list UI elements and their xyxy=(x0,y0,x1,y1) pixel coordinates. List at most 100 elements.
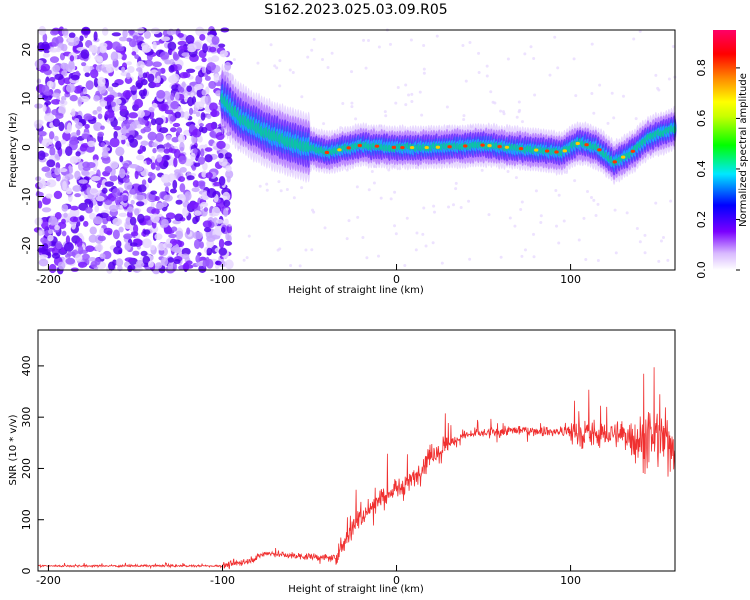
noise-blob xyxy=(155,132,164,143)
noise-blob xyxy=(77,261,88,268)
noise-blob xyxy=(193,239,201,250)
noise-blob xyxy=(195,26,205,37)
noise-blob xyxy=(173,169,182,174)
noise-speck xyxy=(292,196,296,200)
snr-y-ticks: 0 100 200 300 400 xyxy=(20,355,44,575)
noise-speck xyxy=(356,215,360,219)
noise-blob xyxy=(215,132,225,141)
noise-blob xyxy=(165,212,176,220)
y-tick-label: -10 xyxy=(20,188,33,206)
noise-blob xyxy=(55,140,62,151)
noise-blob xyxy=(122,29,128,38)
noise-blob xyxy=(202,220,212,229)
noise-speck xyxy=(480,168,484,172)
noise-blob xyxy=(190,152,196,161)
noise-speck xyxy=(326,65,330,69)
noise-blob xyxy=(218,152,224,159)
noise-blob xyxy=(63,242,74,252)
noise-speck xyxy=(278,59,282,63)
noise-blob xyxy=(202,259,207,268)
noise-blob xyxy=(209,46,217,53)
noise-blob xyxy=(47,234,54,242)
noise-speck xyxy=(323,226,327,230)
noise-blob xyxy=(183,110,190,120)
noise-speck xyxy=(247,234,251,238)
noise-blob xyxy=(137,213,145,224)
noise-speck xyxy=(572,57,576,61)
x-tick-label: 100 xyxy=(560,273,581,286)
noise-blob xyxy=(224,240,233,246)
noise-blob xyxy=(197,156,206,165)
noise-blob xyxy=(66,251,76,256)
noise-blob xyxy=(41,166,51,173)
noise-blob xyxy=(224,218,229,226)
noise-blob xyxy=(127,265,133,273)
noise-blob xyxy=(81,62,87,67)
noise-blob xyxy=(140,140,149,146)
ridge-peak xyxy=(630,149,636,153)
noise-blob xyxy=(135,194,146,201)
noise-speck xyxy=(377,45,381,49)
noise-blob xyxy=(204,227,212,233)
noise-blob xyxy=(123,233,133,240)
noise-blob xyxy=(211,55,220,63)
noise-blob xyxy=(162,160,169,168)
noise-blob xyxy=(101,157,111,164)
noise-blob xyxy=(220,226,226,233)
noise-blob xyxy=(37,150,46,161)
colorbar-tick-label: 0.8 xyxy=(695,59,708,77)
noise-blob xyxy=(202,43,208,54)
noise-blob xyxy=(57,221,67,230)
noise-blob xyxy=(226,224,233,234)
noise-blob xyxy=(81,170,90,177)
noise-speck xyxy=(539,221,543,225)
noise-speck xyxy=(350,101,354,105)
noise-blob xyxy=(34,217,43,226)
ridge-peak xyxy=(400,145,405,150)
noise-blob xyxy=(37,230,43,237)
noise-blob xyxy=(206,235,216,242)
noise-blob xyxy=(163,226,173,235)
noise-speck xyxy=(520,200,524,204)
ridge-peak xyxy=(480,143,485,147)
ridge-peak xyxy=(447,145,452,149)
noise-speck xyxy=(265,182,269,186)
noise-blob xyxy=(69,155,79,165)
noise-blob xyxy=(201,89,207,96)
noise-blob xyxy=(98,212,109,218)
noise-blob xyxy=(181,253,190,260)
noise-blob xyxy=(167,173,177,183)
colorbar-label: Normalized spectral amplitude xyxy=(738,73,749,227)
noise-blob xyxy=(111,188,121,198)
noise-blob xyxy=(131,51,137,56)
noise-speck xyxy=(638,29,642,33)
noise-speck xyxy=(383,110,387,114)
noise-speck xyxy=(553,35,557,39)
noise-blob xyxy=(130,121,137,131)
ridge-peak xyxy=(504,145,510,149)
noise-speck xyxy=(409,38,413,42)
noise-speck xyxy=(598,83,602,87)
noise-blob xyxy=(89,226,97,235)
noise-speck xyxy=(269,43,273,47)
noise-blob xyxy=(136,201,145,207)
noise-speck xyxy=(638,240,642,244)
noise-blob xyxy=(97,76,106,87)
noise-speck xyxy=(596,259,600,263)
noise-blob xyxy=(126,206,134,213)
noise-blob xyxy=(48,216,58,226)
noise-blob xyxy=(58,105,67,115)
noise-blob xyxy=(137,110,145,118)
noise-blob xyxy=(70,74,80,81)
noise-blob xyxy=(208,80,217,89)
ridge-peak xyxy=(409,145,415,150)
noise-blob xyxy=(203,207,209,212)
noise-blob xyxy=(75,151,81,157)
noise-blob xyxy=(141,179,147,186)
noise-blob xyxy=(124,76,133,84)
noise-blob xyxy=(81,133,90,140)
noise-blob xyxy=(68,60,75,70)
noise-blob xyxy=(158,103,167,112)
noise-blob xyxy=(179,141,185,152)
